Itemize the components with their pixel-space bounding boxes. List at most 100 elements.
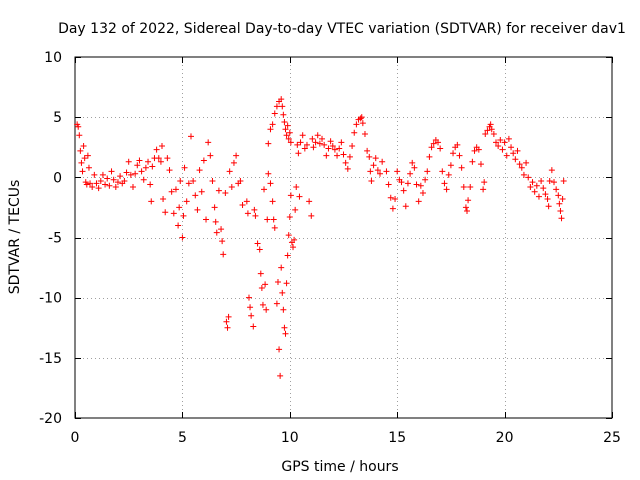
data-point — [181, 164, 188, 171]
data-point — [551, 179, 558, 186]
data-point — [413, 181, 420, 188]
data-point — [284, 252, 291, 259]
x-tick-label: 0 — [71, 430, 80, 446]
data-point — [372, 155, 379, 162]
data-point — [262, 281, 269, 288]
data-point — [546, 177, 553, 184]
data-point — [108, 168, 115, 175]
data-point — [177, 177, 184, 184]
data-point — [400, 187, 407, 194]
data-point — [508, 144, 515, 151]
data-point — [505, 135, 512, 142]
data-point — [361, 131, 368, 138]
data-point — [283, 132, 290, 139]
data-point — [97, 177, 104, 184]
data-point — [364, 147, 371, 154]
data-point — [261, 186, 268, 193]
y-tick-label: -15 — [39, 351, 62, 367]
data-point — [251, 206, 258, 213]
data-point — [282, 330, 289, 337]
data-point — [542, 191, 549, 198]
data-point — [132, 170, 139, 177]
data-point — [469, 158, 476, 165]
data-point — [441, 180, 448, 187]
data-point — [279, 289, 286, 296]
data-point — [557, 208, 564, 215]
data-point — [310, 144, 317, 151]
data-point — [306, 198, 313, 205]
x-tick-label: 10 — [281, 430, 299, 446]
data-point — [129, 183, 136, 190]
data-point — [462, 204, 469, 211]
data-point — [273, 103, 280, 110]
data-point — [287, 139, 294, 146]
data-point — [185, 180, 192, 187]
data-point — [464, 208, 471, 215]
data-point — [285, 135, 292, 142]
data-point — [200, 157, 207, 164]
data-point — [271, 110, 278, 117]
data-point — [314, 132, 321, 139]
data-point — [527, 183, 534, 190]
data-point — [274, 279, 281, 286]
data-point — [407, 170, 414, 177]
data-point — [512, 156, 519, 163]
data-point — [297, 139, 304, 146]
data-point — [556, 200, 563, 207]
data-point — [277, 372, 284, 379]
data-point — [484, 127, 491, 134]
data-point — [269, 121, 276, 128]
data-point — [545, 203, 552, 210]
data-point — [243, 198, 250, 205]
data-point — [445, 171, 452, 178]
data-point — [278, 264, 285, 271]
data-point — [247, 304, 254, 311]
data-point — [267, 126, 274, 133]
data-point — [419, 189, 426, 196]
data-point — [223, 318, 230, 325]
data-point — [175, 222, 182, 229]
data-point — [269, 198, 276, 205]
data-point — [121, 177, 128, 184]
data-point — [286, 129, 293, 136]
data-point — [87, 180, 94, 187]
data-point — [358, 114, 365, 121]
data-point — [114, 179, 121, 186]
data-point — [160, 195, 167, 202]
data-point — [104, 175, 111, 182]
data-point — [194, 206, 201, 213]
data-point — [367, 168, 374, 175]
data-point — [85, 164, 92, 171]
data-point — [477, 161, 484, 168]
data-point — [164, 155, 171, 162]
y-tick-label: -5 — [48, 231, 62, 247]
data-point — [495, 143, 502, 150]
data-point — [351, 129, 358, 136]
data-point — [535, 193, 542, 200]
y-tick-label: 10 — [44, 50, 62, 66]
data-point — [292, 206, 299, 213]
data-point — [239, 202, 246, 209]
data-point — [257, 270, 264, 277]
y-axis-label: SDTVAR / TECUs — [7, 180, 23, 295]
data-point — [250, 323, 257, 330]
data-point — [203, 216, 210, 223]
data-point — [79, 168, 86, 175]
data-point — [205, 139, 212, 146]
data-point — [424, 168, 431, 175]
data-point — [377, 170, 384, 177]
data-point — [560, 177, 567, 184]
data-point — [212, 218, 219, 225]
data-point — [148, 198, 155, 205]
data-point — [125, 158, 132, 165]
data-point — [267, 180, 274, 187]
data-point — [264, 216, 271, 223]
plot-frame — [74, 56, 613, 419]
data-point — [280, 111, 287, 118]
data-point — [460, 183, 467, 190]
data-point — [342, 159, 349, 166]
data-point — [430, 140, 437, 147]
data-point — [503, 152, 510, 159]
data-point — [357, 115, 364, 122]
data-point — [106, 182, 113, 189]
